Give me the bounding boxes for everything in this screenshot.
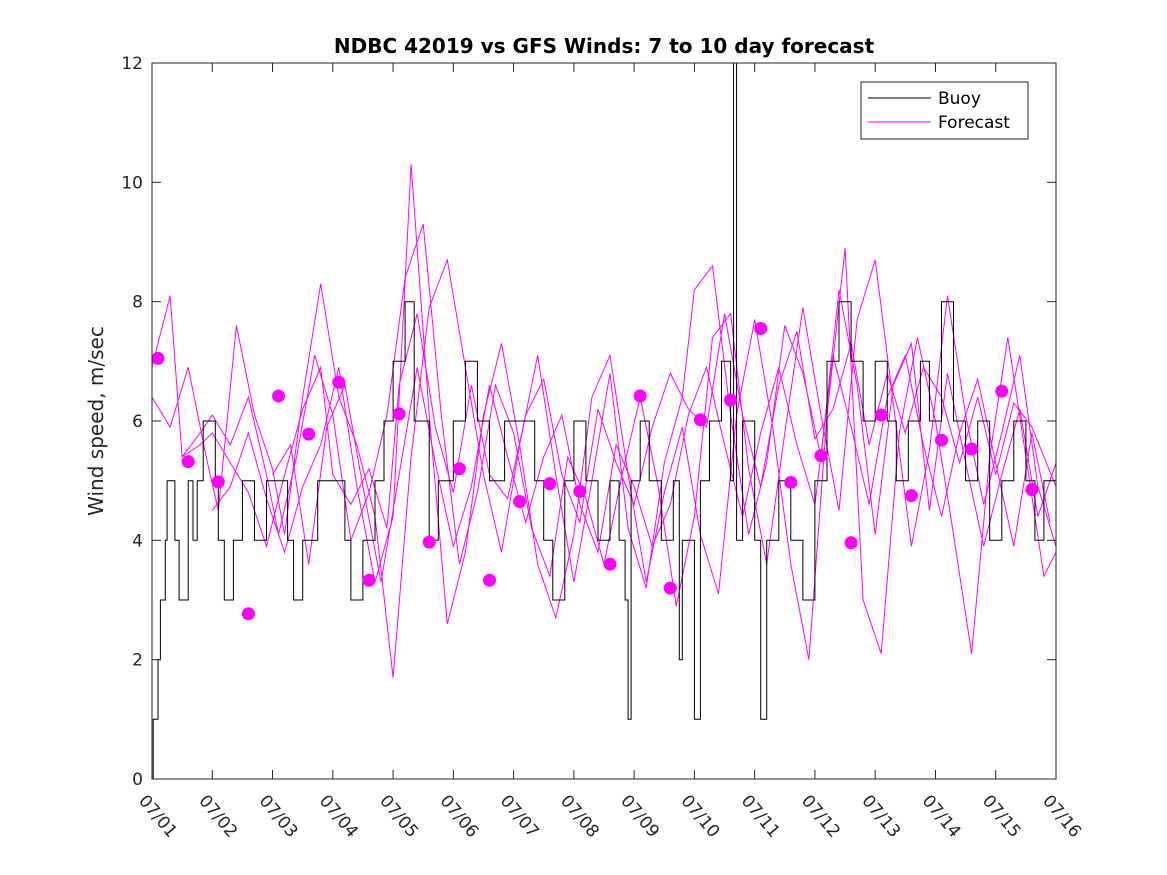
forecast-marker <box>603 557 617 571</box>
forecast-marker <box>754 322 768 336</box>
forecast-marker <box>934 433 948 447</box>
forecast-line <box>152 295 1056 549</box>
y-tick-label: 0 <box>132 770 143 790</box>
forecast-marker <box>392 407 406 421</box>
forecast-marker <box>965 442 979 456</box>
forecast-marker <box>362 573 376 587</box>
forecast-line <box>181 223 1056 607</box>
forecast-marker <box>814 449 828 463</box>
forecast-marker <box>844 536 858 550</box>
forecast-marker <box>633 389 647 403</box>
series-layer <box>152 63 1056 779</box>
forecast-marker <box>663 581 677 595</box>
forecast-marker <box>1025 483 1039 497</box>
y-axis-title: Wind speed, m/sec <box>84 326 108 516</box>
y-tick-label: 8 <box>132 293 143 313</box>
forecast-marker <box>181 455 195 469</box>
y-tick-label: 2 <box>132 651 143 671</box>
forecast-marker <box>693 413 707 427</box>
y-tick-label: 12 <box>121 54 143 74</box>
legend-box <box>860 81 1029 140</box>
forecast-marker <box>302 427 316 441</box>
y-tick-label: 4 <box>132 531 143 551</box>
forecast-marker <box>573 484 587 498</box>
y-tick-label: 6 <box>132 412 143 432</box>
forecast-marker <box>784 475 798 489</box>
forecast-marker <box>482 573 496 587</box>
legend-forecast-label: Forecast <box>938 113 1010 133</box>
forecast-line <box>211 164 1056 660</box>
plot-area <box>152 63 1056 779</box>
forecast-marker <box>904 489 918 503</box>
buoy-line <box>152 63 1056 779</box>
forecast-marker <box>724 393 738 407</box>
forecast-marker <box>452 462 466 476</box>
forecast-marker <box>874 408 888 422</box>
chart-title: NDBC 42019 vs GFS Winds: 7 to 10 day for… <box>334 34 875 58</box>
forecast-marker <box>513 495 527 509</box>
y-tick-label: 10 <box>121 173 143 193</box>
forecast-marker <box>211 475 225 489</box>
forecast-marker <box>332 375 346 389</box>
forecast-marker <box>995 384 1009 398</box>
forecast-marker <box>152 351 165 365</box>
legend-buoy-label: Buoy <box>938 89 981 109</box>
forecast-marker <box>422 535 436 549</box>
forecast-marker <box>272 389 286 403</box>
forecast-marker <box>241 607 255 621</box>
y-axis: 0 2 4 6 8 10 12 <box>121 54 1056 790</box>
forecast-marker <box>543 477 557 491</box>
legend: Buoy Forecast <box>860 81 1029 140</box>
